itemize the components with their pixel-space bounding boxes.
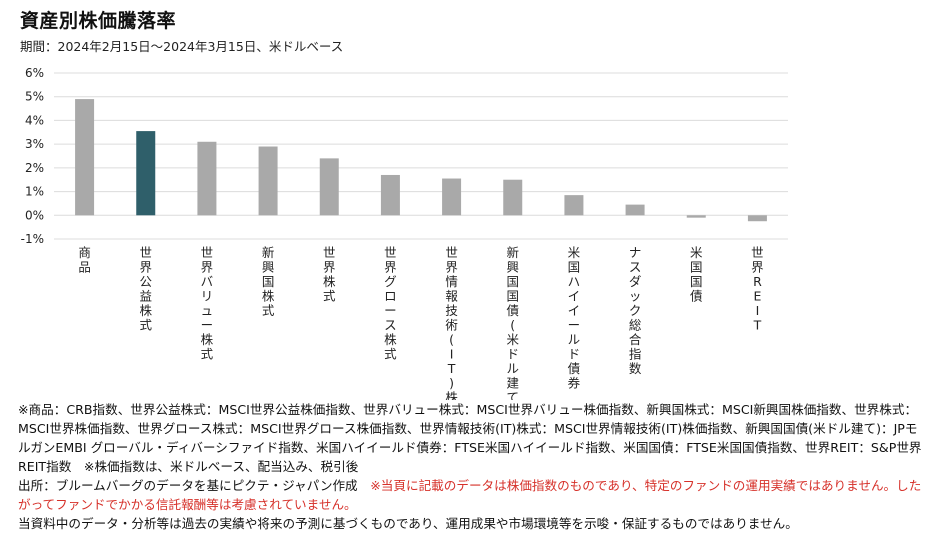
x-tick-label: 世界 R E I T [751, 245, 764, 333]
bar [319, 158, 339, 216]
bar [686, 215, 706, 218]
x-tick-label: 米国国債 [690, 245, 703, 304]
bar [136, 131, 156, 216]
x-tick-label: 世界グロース株式 [384, 245, 397, 362]
y-tick-label: -1% [21, 232, 44, 246]
x-tick-label: 商品 [78, 245, 91, 275]
chart-title: 資産別株価騰落率 [20, 10, 177, 32]
x-tick-label: 世界情報技術(IT)株式 [445, 245, 458, 400]
disclaimer-note: 当資料中のデータ・分析等は過去の実績や将来の予測に基づくものであり、運用成果や市… [18, 516, 798, 531]
y-tick-label: 1% [25, 185, 44, 199]
bar [75, 99, 95, 216]
x-tick-label: 世界公益株式 [139, 245, 152, 333]
y-tick-label: 2% [25, 161, 44, 175]
x-tick-label: 世界バリュー株式 [201, 245, 214, 362]
chart-subtitle: 期間：2024年2月15日～2024年3月15日、米ドルベース [20, 39, 344, 54]
bar-chart: -1% 0% 1% 2% 3% 4% 5% 6% 商品 世界公益株式 世界バリュー株式 新興国株式 世界… [21, 66, 788, 400]
bar [625, 204, 645, 216]
x-tick-label: 世界株式 [323, 245, 336, 304]
bar [197, 141, 217, 216]
source-text: 出所：ブルームバーグのデータを基にピクテ・ジャパン作成 [18, 478, 358, 493]
y-tick-label: 0% [25, 208, 44, 222]
red-warning-note: ※当頁に記載のデータは株価指数のものであり、特定のファンドの運用実績ではありませ… [18, 478, 922, 512]
bar [258, 146, 278, 216]
y-tick-label: 6% [25, 66, 44, 80]
x-tick-label: ナスダック総合指数 [629, 245, 642, 376]
y-tick-label: 5% [25, 90, 44, 104]
x-tick-label: 新興国株式 [262, 245, 275, 318]
bar [747, 215, 767, 222]
y-tick-label: 4% [25, 113, 44, 127]
footnotes: ※商品：CRB指数、世界公益株式：MSCI世界公益株価指数、世界バリュー株式：M… [18, 400, 923, 533]
bar [503, 179, 523, 216]
y-tick-label: 3% [25, 137, 44, 151]
x-tick-label: 新興国国債(米ドル建て) [506, 245, 519, 400]
bar [442, 178, 462, 216]
x-tick-label: 米国ハイイールド債券 [568, 245, 581, 391]
bar [380, 174, 400, 216]
bar [564, 195, 584, 216]
source-note: 出所：ブルームバーグのデータを基にピクテ・ジャパン作成 ※当頁に記載のデータは株… [18, 476, 923, 514]
index-definitions-note: ※商品：CRB指数、世界公益株式：MSCI世界公益株価指数、世界バリュー株式：M… [18, 402, 922, 474]
